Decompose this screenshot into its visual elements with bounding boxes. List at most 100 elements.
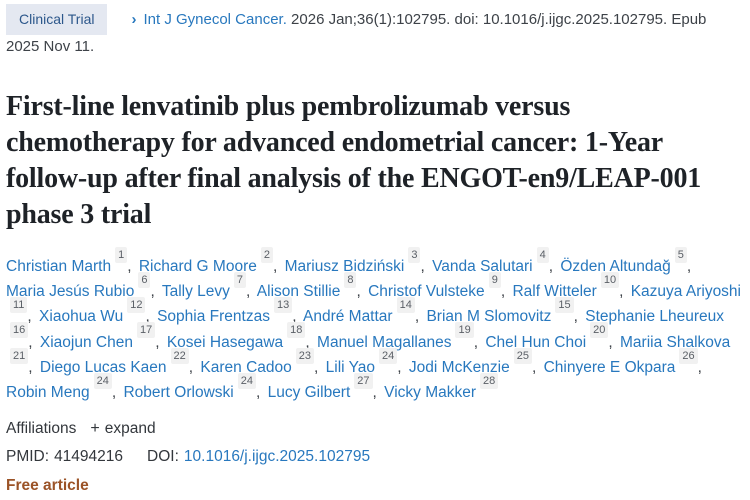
author-link[interactable]: Maria Jesús Rubio (6, 283, 135, 301)
author-item: Vicky Makker28 (384, 372, 499, 401)
author-separator: , (28, 358, 33, 376)
author-affiliation-number[interactable]: 12 (127, 297, 146, 314)
author-link[interactable]: Christian Marth (6, 258, 112, 276)
author-affiliation-number[interactable]: 13 (273, 297, 293, 314)
author-separator: , (155, 333, 160, 351)
author-item: Robin Meng24, (6, 372, 123, 401)
author-item: Lucy Gilbert27, (267, 372, 385, 401)
author-affiliation-number[interactable]: 2 (260, 247, 273, 263)
author-link[interactable]: Jodi McKenzie (408, 358, 510, 376)
author-affiliation-number[interactable]: 7 (233, 272, 247, 289)
author-separator: , (27, 308, 32, 326)
author-separator: , (111, 383, 117, 401)
author-link[interactable]: Özden Altundağ (560, 258, 671, 276)
author-separator: , (356, 283, 361, 301)
author-link[interactable]: Robert Orlowski (123, 383, 234, 401)
author-affiliation-number[interactable]: 1 (115, 247, 128, 263)
author-separator: , (145, 308, 150, 326)
author-link[interactable]: Diego Lucas Kaen (39, 358, 167, 376)
author-link[interactable]: Chel Hun Choi (485, 333, 587, 351)
author-item: Kazuya Ariyoshi 11, (6, 283, 741, 325)
author-affiliation-number[interactable]: 4 (536, 247, 549, 263)
author-affiliation-number[interactable]: 23 (295, 347, 315, 364)
author-separator: , (272, 258, 278, 276)
publication-type-badge[interactable]: Clinical Trial (6, 4, 108, 35)
author-link[interactable]: Chinyere E Okpara (543, 358, 676, 376)
author-affiliation-number[interactable]: 16 (10, 322, 29, 339)
author-item: Özden Altundağ5, (560, 247, 694, 276)
plus-icon: + (90, 419, 100, 437)
author-link[interactable]: Stephanie Lheureux (585, 308, 725, 326)
author-item: Christian Marth1, (6, 247, 139, 276)
author-item: Brian M Slomovitz15, (426, 297, 585, 326)
author-separator: , (188, 358, 194, 376)
author-affiliation-number[interactable]: 22 (170, 347, 189, 364)
author-link[interactable]: Robin Meng (6, 383, 90, 401)
author-link[interactable]: Richard G Moore (138, 258, 257, 276)
author-link[interactable]: Manuel Magallanes (317, 333, 452, 351)
author-link[interactable]: Kazuya Ariyoshi (630, 283, 741, 301)
author-link[interactable]: Tally Levy (161, 283, 230, 301)
author-affiliation-number[interactable]: 26 (679, 347, 698, 364)
author-affiliation-number[interactable]: 17 (136, 322, 156, 339)
author-affiliation-number[interactable]: 21 (10, 347, 29, 364)
author-separator: , (608, 333, 613, 351)
author-separator: , (697, 358, 702, 376)
author-item: Mariia Shalkova 21, (6, 334, 730, 376)
author-separator: , (28, 333, 33, 351)
author-item: Ralf Witteler10, (512, 272, 630, 301)
pmid-label: PMID: (6, 447, 50, 465)
author-item: Xiaohua Wu12, (39, 297, 157, 326)
author-affiliation-number[interactable]: 19 (455, 322, 474, 339)
author-affiliation-number[interactable]: 11 (10, 297, 28, 314)
author-affiliation-number[interactable]: 24 (93, 372, 112, 389)
author-item: Lili Yao24, (325, 347, 409, 376)
author-link[interactable]: Xiaojun Chen (39, 333, 133, 351)
author-link[interactable]: Alison Stillie (256, 283, 341, 301)
author-affiliation-number[interactable]: 8 (344, 272, 357, 289)
author-affiliation-number[interactable]: 5 (674, 247, 687, 263)
author-separator: , (397, 358, 402, 376)
author-affiliation-number[interactable]: 18 (287, 322, 306, 339)
author-item: André Mattar14, (302, 297, 426, 326)
author-link[interactable]: Ralf Witteler (512, 283, 597, 301)
affiliations-expand-button[interactable]: + expand (90, 420, 155, 438)
author-affiliation-number[interactable]: 25 (513, 347, 532, 364)
journal-link[interactable]: Int J Gynecol Cancer. (143, 11, 287, 28)
author-link[interactable]: Xiaohua Wu (39, 308, 124, 326)
author-affiliation-number[interactable]: 24 (237, 372, 256, 389)
author-link[interactable]: Brian M Slomovitz (426, 308, 552, 326)
author-affiliation-number[interactable]: 6 (138, 272, 151, 289)
author-link[interactable]: Karen Cadoo (200, 358, 292, 376)
author-item: Chinyere E Okpara26, (543, 347, 705, 376)
author-affiliation-number[interactable]: 15 (555, 297, 574, 314)
author-affiliation-number[interactable]: 24 (379, 347, 398, 364)
author-item: Stephanie Lheureux 16, (6, 308, 725, 351)
author-item: Robert Orlowski24, (123, 372, 267, 401)
author-affiliation-number[interactable]: 3 (408, 247, 421, 263)
author-item: Jodi McKenzie25, (408, 347, 544, 376)
author-affiliation-number[interactable]: 27 (354, 372, 373, 389)
author-link[interactable]: Mariusz Bidziński (284, 258, 405, 276)
author-item: Xiaojun Chen17, (39, 322, 167, 351)
author-separator: , (414, 308, 420, 326)
author-affiliation-number[interactable]: 10 (600, 272, 620, 289)
author-link[interactable]: Mariia Shalkova (620, 333, 731, 351)
identifiers-row: PMID: 41494216 DOI: 10.1016/j.ijgc.2025.102… (6, 448, 742, 466)
author-separator: , (255, 383, 261, 401)
author-link[interactable]: Kosei Hasegawa (166, 333, 284, 351)
author-link[interactable]: Christof Vulsteke (368, 283, 485, 301)
author-link[interactable]: Lili Yao (325, 358, 376, 376)
author-link[interactable]: Vicky Makker (384, 383, 477, 401)
doi-link[interactable]: 10.1016/j.ijgc.2025.102795 (183, 447, 371, 465)
author-link[interactable]: Lucy Gilbert (267, 383, 351, 401)
author-link[interactable]: Vanda Salutari (432, 258, 533, 276)
author-link[interactable]: André Mattar (302, 308, 393, 326)
author-link[interactable]: Sophia Frentzas (157, 308, 270, 326)
author-affiliation-number[interactable]: 14 (396, 297, 415, 314)
author-affiliation-number[interactable]: 20 (590, 322, 609, 339)
author-separator: , (150, 283, 155, 301)
author-affiliation-number[interactable]: 28 (480, 372, 499, 389)
author-affiliation-number[interactable]: 9 (488, 272, 501, 289)
